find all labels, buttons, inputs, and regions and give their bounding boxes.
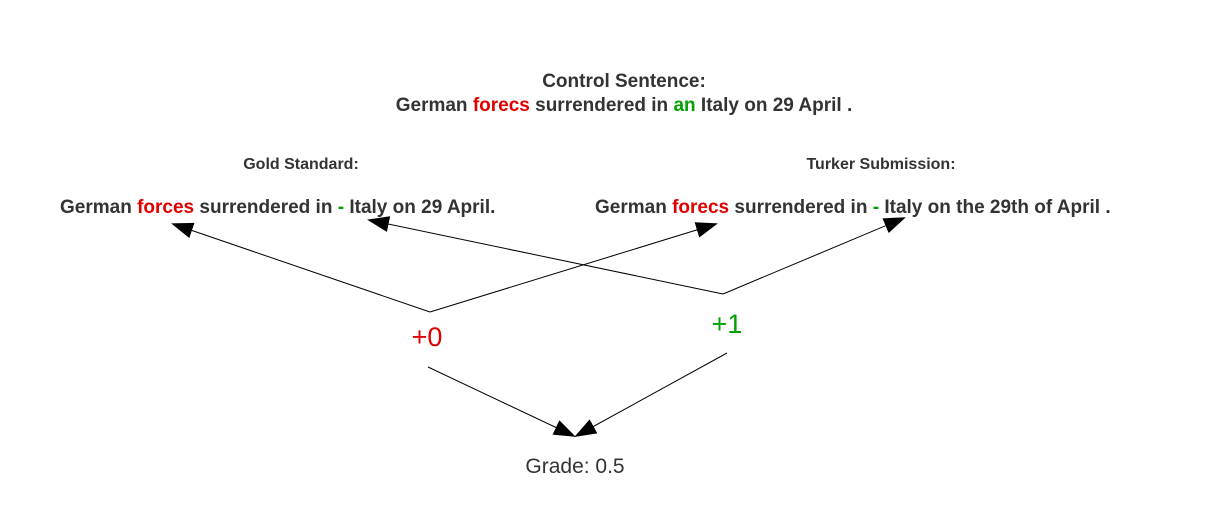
gold-standard-sentence: German forces surrendered in - Italy on …: [60, 197, 495, 219]
control-sentence-part1: German: [395, 95, 473, 116]
grade-label: Grade: 0.5: [525, 455, 625, 478]
control-sentence-part2: surrendered in: [529, 95, 674, 116]
turker-sentence-part1: German: [595, 197, 673, 218]
score-left: +0: [411, 322, 443, 352]
gold-fixed-word: forces: [137, 197, 195, 218]
arrow-left-to-gold-forces: [171, 222, 431, 313]
turker-sentence-part3: Italy on the 29th of April .: [879, 197, 1111, 218]
control-sentence-heading: Control Sentence:: [542, 71, 706, 92]
turker-submission-heading: Turker Submission:: [806, 156, 956, 173]
turker-sentence-part2: surrendered in: [729, 197, 873, 218]
arrow-right-to-turker-dash: [722, 217, 906, 295]
arrow-left-to-turker-forecs: [429, 222, 718, 313]
control-error-word: forecs: [472, 95, 530, 116]
gold-deletion-mark: -: [337, 197, 345, 218]
score-right: +1: [711, 309, 743, 339]
control-extra-word: an: [673, 95, 696, 116]
control-sentence-part3: Italy on 29 April .: [695, 95, 853, 116]
turker-deletion-mark: -: [872, 197, 880, 218]
gold-standard-heading: Gold Standard:: [243, 156, 359, 173]
arrow-right-to-gold-dash: [367, 216, 724, 295]
control-sentence: German forecs surrendered in an Italy on…: [396, 95, 853, 117]
gold-sentence-part2: surrendered in: [194, 197, 338, 218]
arrow-left-score-to-grade: [427, 366, 576, 437]
turker-submission-sentence: German forecs surrendered in - Italy on …: [595, 197, 1111, 219]
turker-error-word: forecs: [672, 197, 730, 218]
arrow-right-score-to-grade: [574, 352, 728, 437]
gold-sentence-part1: German: [60, 197, 138, 218]
gold-sentence-part3: Italy on 29 April.: [344, 197, 496, 218]
